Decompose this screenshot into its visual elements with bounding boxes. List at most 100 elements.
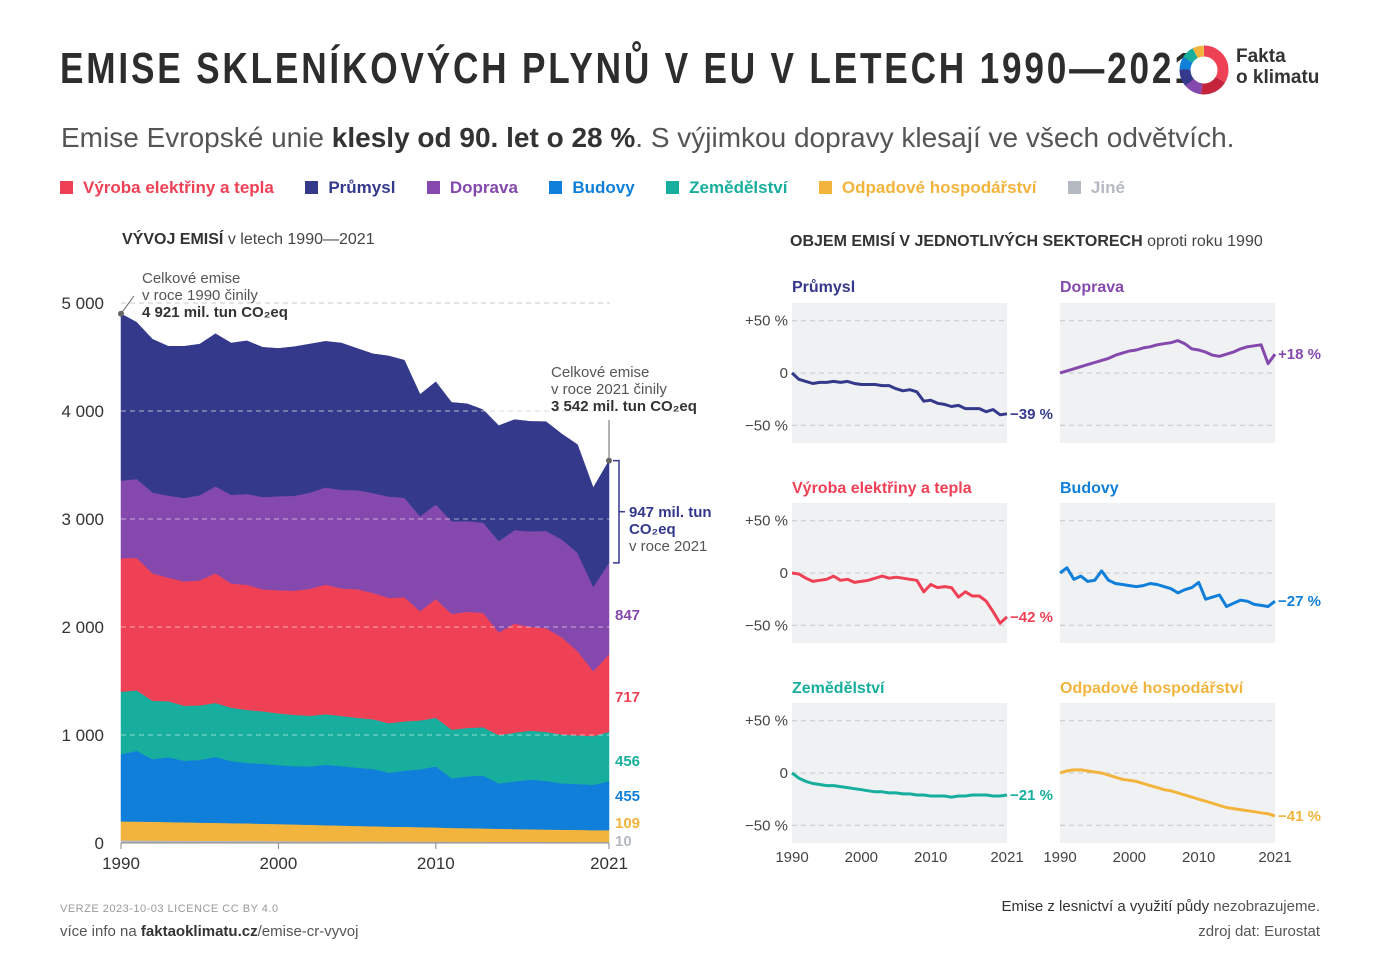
panel-background (792, 303, 1007, 443)
lulucf-note-bold: Emise z lesnictví a využití půdy (1001, 898, 1210, 915)
panel-background (1060, 303, 1275, 443)
more-info-link[interactable]: faktaoklimatu.cz (140, 923, 258, 940)
legend-swatch (818, 181, 832, 194)
y-tick-label: 3 000 (61, 510, 104, 529)
x-tick-label: 2021 (590, 854, 628, 873)
main-chart-title-rest: v letech 1990—2021 (223, 231, 375, 248)
sector-chart-2: Výroba elektřiny a tepla+50 % 0 −50 % −42 % (745, 480, 1053, 643)
panel-x-tick-label: 2000 (845, 849, 878, 866)
panel-x-tick-label: 2021 (1258, 849, 1291, 866)
panel-series-line (790, 371, 1008, 417)
fakta-o-klimatu-logo: Fakta o klimatu (1176, 42, 1326, 98)
sector-chart-1: Doprava +18 % (1059, 279, 1321, 443)
panel-series-line (1059, 768, 1276, 818)
panel-series-line (1059, 339, 1277, 375)
legend-label: Jiné (1090, 178, 1125, 197)
y-tick-label: 0 (95, 834, 104, 853)
legend-swatch (305, 181, 319, 194)
legend-swatch (549, 181, 563, 194)
panel-x-tick-label: 1990 (775, 849, 808, 866)
logo-text: Fakta o klimatu (1236, 46, 1319, 88)
annotation-2021-value: 3 542 mil. tun CO₂eq (551, 398, 697, 415)
prumysl-bracket (613, 459, 620, 564)
lulucf-note-rest: nezobrazujeme. (1209, 898, 1320, 915)
legend-item-jine: Jiné (1067, 178, 1125, 198)
panel-end-label: −21 % (1010, 787, 1053, 804)
sector-chart-4: Zemědělství+50 % 0 −50 % 1990 2000 2010 2021 −2… (745, 680, 1053, 866)
logo-line-2: o klimatu (1236, 67, 1320, 88)
panel-y-tick-label: +50 % (745, 713, 788, 730)
prumysl-value-line2: CO₂eq (629, 521, 676, 538)
subtitle-pre: Emise Evropské unie (61, 122, 332, 153)
panel-title: Průmysl (792, 279, 855, 296)
series-end-label: 717 (615, 689, 640, 706)
panel-background (792, 703, 1007, 843)
panel-title: Zemědělství (792, 680, 885, 697)
panel-y-tick-label: 0 (780, 765, 788, 782)
prumysl-value-line1: 947 mil. tun (629, 504, 712, 521)
data-source: zdroj dat: Eurostat (1198, 923, 1320, 940)
panel-x-tick-label: 2010 (1182, 849, 1215, 866)
main-chart-title: VÝVOJ EMISÍ v letech 1990—2021 (122, 231, 375, 249)
panel-y-tick-label: −50 % (745, 417, 788, 434)
sector-chart-5: Odpadové hospodářství 1990 2000 2010 2021 −41… (1043, 680, 1321, 866)
main-area-chart: 0 1 000 2 000 3 000 4 000 5 000 1990 2000 2010 20… (61, 270, 711, 873)
more-info-pre: více info na (60, 923, 141, 940)
logo-line-1: Fakta (1236, 46, 1286, 67)
page-title: EMISE SKLENÍKOVÝCH PLYNŮ V EU V LETECH 1… (60, 44, 1197, 93)
annotation-1990-value: 4 921 mil. tun CO₂eq (142, 304, 288, 321)
panel-series-line (791, 571, 1009, 625)
legend-item-elektrina: Výroba elektřiny a tepla (60, 178, 274, 198)
subtitle: Emise Evropské unie klesly od 90. let o … (61, 122, 1234, 154)
legend-item-doprava: Doprava (426, 178, 518, 198)
panel-x-tick-label: 2021 (990, 849, 1023, 866)
panel-y-tick-label: +50 % (745, 513, 788, 530)
panel-end-label: −42 % (1010, 609, 1053, 626)
panel-y-tick-label: 0 (780, 365, 788, 382)
panel-end-label: −27 % (1278, 593, 1321, 610)
panel-title: Odpadové hospodářství (1060, 680, 1244, 697)
panel-series-line (791, 771, 1008, 799)
panel-title: Výroba elektřiny a tepla (792, 480, 972, 497)
legend-item-zemedelstvi: Zemědělství (666, 178, 787, 198)
main-chart-title-bold: VÝVOJ EMISÍ (122, 231, 224, 248)
series-end-label: 455 (615, 788, 640, 805)
small-charts-title-rest: oproti roku 1990 (1142, 233, 1263, 250)
legend-item-prumysl: Průmysl (305, 178, 395, 198)
y-tick-label: 4 000 (61, 402, 104, 421)
panel-end-label: −39 % (1010, 406, 1053, 423)
panel-y-tick-label: −50 % (745, 817, 788, 834)
legend-label: Zemědělství (689, 178, 788, 197)
annotation-leader-1990 (120, 295, 135, 314)
legend-label: Odpadové hospodářství (841, 178, 1037, 197)
panel-background (1060, 503, 1275, 643)
series-end-label: 10 (615, 833, 632, 850)
legend-label: Průmysl (328, 178, 396, 197)
legend-label: Výroba elektřiny a tepla (83, 178, 274, 197)
legend-swatch (666, 181, 680, 194)
legend-swatch (426, 181, 440, 194)
series-end-label: 456 (615, 753, 640, 770)
panel-y-tick-label: −50 % (745, 617, 788, 634)
panel-y-tick-label: 0 (780, 565, 788, 582)
series-end-label: 109 (615, 815, 640, 832)
panel-title: Budovy (1060, 480, 1119, 497)
annotation-2021-line1: Celkové emise (551, 364, 649, 381)
legend-item-budovy: Budovy (549, 178, 635, 198)
legend-swatch (60, 181, 73, 194)
legend-label: Doprava (449, 178, 518, 197)
y-tick-label: 5 000 (61, 294, 104, 313)
legend-label: Budovy (572, 178, 635, 197)
panel-series-line (1059, 566, 1276, 608)
x-tick-label: 1990 (102, 854, 140, 873)
small-charts-title: OBJEM EMISÍ V JEDNOTLIVÝCH SEKTORECH opr… (790, 233, 1263, 251)
area-series-6 (120, 313, 610, 588)
legend: Výroba elektřiny a tepla Průmysl Doprava… (60, 178, 1152, 202)
legend-swatch (1067, 181, 1081, 194)
more-info-path: /emise-cr-vyvoj (257, 923, 359, 940)
lulucf-note: Emise z lesnictví a využití půdy nezobra… (1002, 898, 1320, 915)
panel-title: Doprava (1060, 279, 1124, 296)
logo-ring-icon (1179, 45, 1229, 95)
sector-chart-3: Budovy −27 % (1059, 480, 1321, 643)
